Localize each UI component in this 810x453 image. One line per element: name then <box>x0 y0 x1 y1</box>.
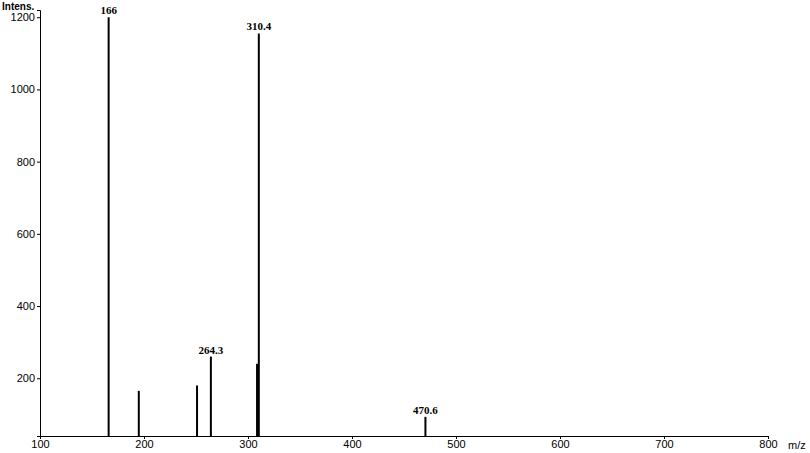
x-tick-label: 100 <box>31 438 49 450</box>
peak <box>108 17 110 436</box>
x-tick-label: 700 <box>655 438 673 450</box>
y-tick-label: 1000 <box>11 83 35 95</box>
y-tick-label: 1200 <box>11 11 35 23</box>
x-tick: 800 <box>759 436 777 450</box>
peak-label: 310.4 <box>246 20 271 32</box>
x-tick-label: 200 <box>135 438 153 450</box>
x-tick: 500 <box>447 436 465 450</box>
x-tick: 600 <box>551 436 569 450</box>
x-tick-label: 500 <box>447 438 465 450</box>
peak <box>196 385 198 436</box>
x-tick-label: 400 <box>343 438 361 450</box>
peak <box>258 33 260 436</box>
x-tick-label: 800 <box>759 438 777 450</box>
x-tick: 700 <box>655 436 673 450</box>
peak <box>424 417 426 436</box>
y-tick-label: 200 <box>17 372 35 384</box>
y-axis-title: Intens. <box>2 1 34 12</box>
y-tick: 600 <box>17 228 40 240</box>
y-tick-mark <box>37 17 40 18</box>
y-tick-mark <box>37 234 40 235</box>
y-tick: 400 <box>17 300 40 312</box>
x-tick-label: 300 <box>239 438 257 450</box>
y-tick: 800 <box>17 156 40 168</box>
peak <box>256 364 258 436</box>
x-tick-label: 600 <box>551 438 569 450</box>
y-tick-label: 400 <box>17 300 35 312</box>
peak-label: 166 <box>100 4 117 16</box>
peaks <box>109 17 426 436</box>
peak-labels: 166 264.3 310.4 470.6 <box>100 4 438 416</box>
y-tick-mark <box>37 306 40 307</box>
peak <box>138 391 140 436</box>
x-tick: 300 <box>239 436 257 450</box>
x-axis-title: m/z <box>788 439 806 451</box>
y-tick-mark <box>37 162 40 163</box>
chart: 100 200 300 400 500 600 700 800 200 400 600 800 1000… <box>0 0 810 453</box>
y-tick-label: 800 <box>17 156 35 168</box>
y-tick: 200 <box>17 372 40 384</box>
y-axis: 200 400 600 800 1000 1200 <box>11 11 41 437</box>
x-tick: 100 <box>31 436 49 450</box>
y-tick-mark <box>37 378 40 379</box>
x-axis: 100 200 300 400 500 600 700 800 <box>31 436 777 450</box>
y-tick: 1200 <box>11 11 40 23</box>
x-tick: 200 <box>135 436 153 450</box>
peak-label: 470.6 <box>413 404 438 416</box>
y-tick-label: 600 <box>17 228 35 240</box>
peak-label: 264.3 <box>198 344 223 356</box>
peak <box>210 357 212 436</box>
x-tick: 400 <box>343 436 361 450</box>
y-tick: 1000 <box>11 83 40 95</box>
y-axis-line <box>37 11 41 437</box>
y-tick-mark <box>37 89 40 90</box>
